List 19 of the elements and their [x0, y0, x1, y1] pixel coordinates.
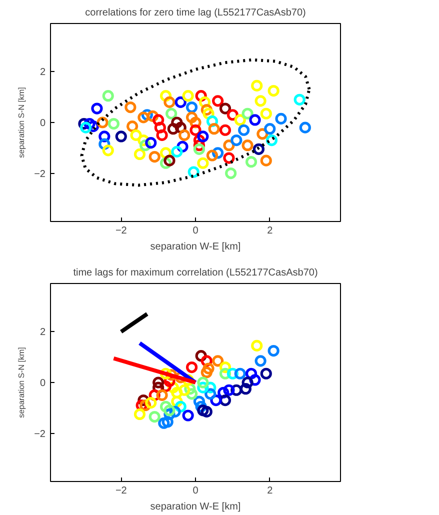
line-series	[80, 58, 311, 187]
y-tick-label: −2	[34, 428, 46, 440]
y-tick-label: 2	[40, 327, 46, 338]
x-tick-label: 2	[267, 486, 274, 496]
y-tick-label: 0	[40, 378, 46, 389]
chart-title: correlations for zero time lag (L552177CasAsb70)	[85, 8, 306, 18]
y-axis-title: separation S-N [km]	[17, 87, 26, 158]
y-tick-label: −2	[34, 168, 46, 180]
x-tick-label: −2	[115, 226, 128, 236]
x-tick-label: 0	[192, 486, 199, 496]
y-tick-label: 0	[40, 118, 46, 129]
x-tick-label: 0	[192, 226, 199, 236]
x-axis-title: separation W-E [km]	[150, 502, 241, 512]
x-tick-label: −2	[115, 486, 128, 496]
x-tick-label: 2	[267, 226, 274, 236]
y-axis-title: separation S-N [km]	[17, 347, 26, 418]
chart-title: time lags for maximum correlation (L552177CasAsb70)	[73, 268, 318, 278]
x-axis-title: separation W-E [km]	[150, 242, 241, 252]
y-tick-label: 2	[40, 67, 46, 78]
